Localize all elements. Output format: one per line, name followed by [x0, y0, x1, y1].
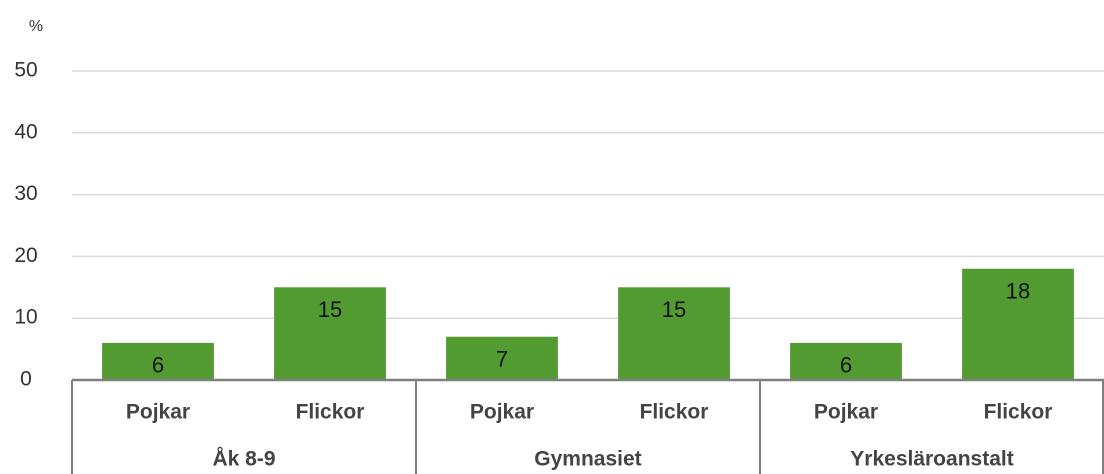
- data-label: 15: [318, 297, 342, 322]
- x-tick-label: Pojkar: [126, 401, 190, 424]
- bar: [962, 268, 1074, 380]
- data-label: 18: [1006, 279, 1030, 304]
- group-label: Gymnasiet: [534, 448, 641, 471]
- bar: [790, 342, 902, 380]
- y-tick-label: 30: [14, 182, 37, 205]
- data-label: 15: [662, 297, 686, 322]
- y-tick-label: 20: [14, 244, 37, 267]
- x-tick-label: Pojkar: [470, 401, 534, 424]
- data-label: 6: [152, 353, 164, 378]
- bar: [102, 342, 214, 380]
- group-label: Yrkesläroanstalt: [850, 448, 1013, 471]
- group-label: Åk 8-9: [212, 447, 275, 471]
- y-tick-label: 40: [14, 120, 37, 143]
- x-tick-label: Flickor: [296, 401, 365, 424]
- bar: [446, 336, 558, 380]
- data-label: 6: [840, 353, 852, 378]
- y-tick-label: 10: [14, 306, 37, 329]
- x-tick-label: Flickor: [984, 401, 1053, 424]
- x-tick-label: Pojkar: [814, 401, 878, 424]
- data-label: 7: [496, 347, 508, 372]
- bar: [618, 287, 730, 380]
- y-unit: %: [29, 18, 43, 35]
- y-tick-label: 50: [14, 59, 37, 82]
- bar: [274, 287, 386, 380]
- x-tick-label: Flickor: [640, 401, 709, 424]
- y-tick-label: 0: [20, 368, 32, 391]
